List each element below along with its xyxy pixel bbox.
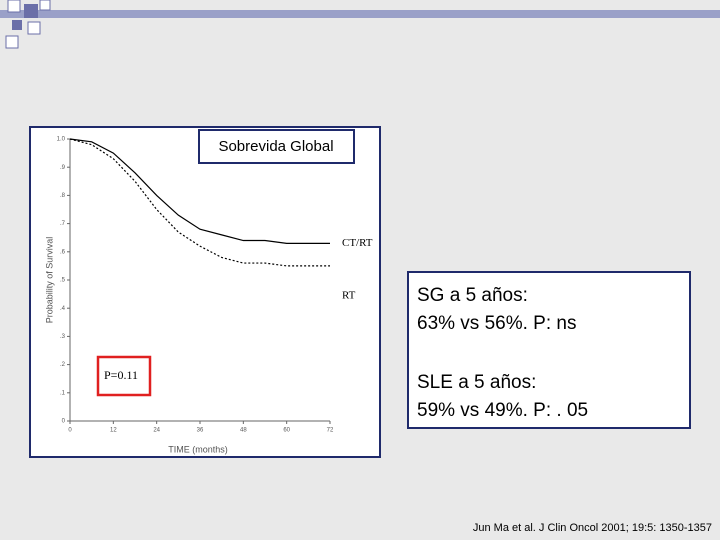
legend-label: RT	[342, 289, 356, 301]
summary-line: 59% vs 49%. P: . 05	[417, 400, 588, 421]
citation: Jun Ma et al. J Clin Oncol 2001; 19:5: 1…	[473, 522, 712, 534]
y-axis-label: Probability of Survival	[44, 237, 54, 324]
y-tick-label: .7	[60, 221, 66, 227]
x-tick-label: 72	[327, 428, 334, 434]
summary-box	[407, 271, 691, 429]
x-tick-label: 12	[110, 428, 117, 434]
y-tick-label: .2	[60, 362, 66, 368]
chart-frame	[29, 126, 381, 458]
survival-curve	[69, 138, 330, 267]
x-tick-label: 24	[153, 428, 160, 434]
y-tick-label: .3	[60, 334, 66, 340]
legend-label: CT/RT	[342, 237, 373, 249]
y-tick-label: .8	[60, 193, 66, 199]
decoration	[0, 0, 720, 49]
x-tick-label: 60	[283, 428, 290, 434]
summary-line: SG a 5 años:	[417, 285, 528, 306]
p-value: P=0.11	[104, 368, 138, 382]
survival-curve	[69, 138, 330, 244]
y-tick-label: 1.0	[57, 137, 66, 143]
p-value-box	[96, 355, 152, 397]
x-tick-label: 0	[68, 428, 72, 434]
y-tick-label: .4	[60, 306, 66, 312]
y-tick-label: .9	[60, 165, 66, 171]
x-tick-label: 48	[240, 428, 247, 434]
y-tick-label: 0	[62, 419, 66, 425]
x-tick-label: 36	[197, 428, 204, 434]
y-tick-label: .1	[60, 390, 66, 396]
y-tick-label: .6	[60, 249, 66, 255]
chart-title: Sobrevida Global	[218, 138, 333, 155]
title-box	[198, 129, 355, 164]
summary-line: SLE a 5 años:	[417, 372, 536, 393]
x-axis-label: TIME (months)	[168, 444, 228, 454]
y-tick-label: .5	[60, 278, 66, 284]
summary-line: 63% vs 56%. P: ns	[417, 313, 576, 334]
